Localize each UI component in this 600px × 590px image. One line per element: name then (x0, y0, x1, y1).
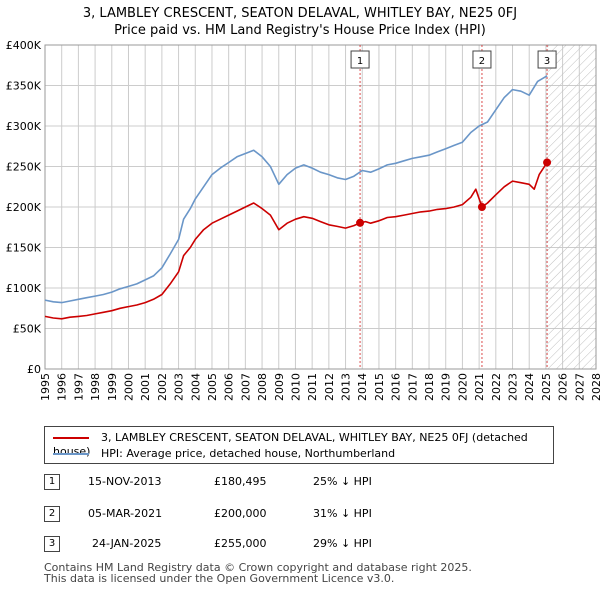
transaction-markers: 1 2 3 (350, 50, 557, 227)
row-number-badge: 3 (44, 536, 60, 552)
x-axis: 1995 1996 1997 1998 1999 2000 2001 2002 2003 2004… (39, 373, 600, 401)
sale-point (356, 218, 365, 227)
marker-label: 2 (479, 56, 485, 67)
x-tick-label: 2025 (540, 373, 553, 401)
table-row: 2 05-MAR-2021 £200,000 31% ↓ HPI (44, 506, 564, 522)
marker-box (472, 50, 492, 69)
footer-copyright: Contains HM Land Registry data © Crown c… (44, 561, 472, 574)
x-tick-label: 2001 (139, 373, 152, 401)
y-tick-label: £350K (6, 80, 42, 93)
x-tick-label: 2028 (590, 373, 600, 401)
chart-title: 3, LAMBLEY CRESCENT, SEATON DELAVAL, WHI… (0, 5, 600, 39)
row-hpi-diff: 25% ↓ HPI (313, 475, 372, 488)
x-tick-label: 1998 (89, 373, 102, 401)
marker-label: 1 (357, 56, 363, 67)
legend-swatch-blue (53, 453, 89, 455)
marker-box (350, 50, 370, 69)
row-hpi-diff: 29% ↓ HPI (313, 537, 372, 550)
x-tick-label: 2003 (173, 373, 186, 401)
x-tick-label: 2006 (223, 373, 236, 401)
x-tick-label: 2019 (440, 373, 453, 401)
marker-box (537, 50, 557, 69)
legend-label-hpi: HPI: Average price, detached house, Nort… (101, 447, 396, 460)
row-date: 05-MAR-2021 (88, 507, 163, 520)
row-date: 24-JAN-2025 (92, 537, 162, 550)
y-tick-label: £100K (6, 282, 42, 295)
x-tick-label: 2014 (356, 373, 369, 401)
x-tick-label: 2026 (557, 373, 570, 401)
y-tick-label: £400K (6, 39, 42, 52)
row-number-badge: 1 (44, 474, 60, 490)
x-tick-label: 2005 (206, 373, 219, 401)
sale-point (477, 203, 486, 211)
footer-licence: This data is licensed under the Open Gov… (44, 572, 395, 585)
title-line-1: 3, LAMBLEY CRESCENT, SEATON DELAVAL, WHI… (82, 6, 518, 21)
x-tick-label: 2004 (189, 373, 202, 401)
x-tick-label: 2017 (406, 373, 419, 401)
x-tick-label: 2013 (340, 373, 353, 401)
x-tick-label: 2016 (390, 373, 403, 401)
legend-item-property: 3, LAMBLEY CRESCENT, SEATON DELAVAL, WHI… (53, 431, 553, 458)
footer: Contains HM Land Registry data © Crown c… (44, 562, 472, 584)
table-row: 3 24-JAN-2025 £255,000 29% ↓ HPI (44, 536, 564, 552)
y-tick-label: £50K (13, 323, 42, 336)
x-tick-label: 2011 (306, 373, 319, 401)
x-tick-label: 2020 (456, 373, 469, 401)
sale-point (543, 158, 552, 167)
row-date: 15-NOV-2013 (88, 475, 162, 488)
series-lines (44, 75, 548, 320)
x-tick-label: 2002 (156, 373, 169, 401)
table-row: 1 15-NOV-2013 £180,495 25% ↓ HPI (44, 474, 564, 490)
price-chart: £0 £50K £100K £150K £200K £250K £300K £350K £400… (6, 39, 600, 401)
y-axis: £0 £50K £100K £150K £200K £250K £300K £350K £400… (6, 39, 42, 376)
future-shade (547, 45, 596, 369)
future-hatch (547, 45, 596, 369)
x-tick-label: 1996 (56, 373, 69, 401)
plot-border (44, 44, 597, 370)
marker-label: 3 (544, 56, 550, 67)
row-price: £180,495 (214, 475, 267, 488)
x-tick-label: 1997 (72, 373, 85, 401)
x-tick-label: 2023 (507, 373, 520, 401)
legend-item-hpi: HPI: Average price, detached house, Nort… (53, 447, 395, 461)
y-tick-label: £0 (27, 363, 41, 376)
property-price-line (44, 162, 548, 320)
legend-swatch-red (53, 437, 89, 439)
hpi-line (44, 75, 548, 304)
y-tick-label: £200K (6, 201, 42, 214)
x-tick-label: 2000 (122, 373, 135, 401)
x-tick-label: 1995 (39, 373, 52, 401)
row-number-badge: 2 (44, 506, 60, 522)
x-tick-label: 2018 (423, 373, 436, 401)
x-tick-label: 2027 (573, 373, 586, 401)
x-tick-label: 2009 (273, 373, 286, 401)
x-tick-label: 1999 (106, 373, 119, 401)
x-tick-label: 2007 (239, 373, 252, 401)
x-tick-label: 2010 (289, 373, 302, 401)
x-tick-label: 2015 (373, 373, 386, 401)
x-tick-label: 2024 (523, 373, 536, 401)
title-line-2: Price paid vs. HM Land Registry's House … (114, 23, 486, 38)
plot-frame (44, 44, 597, 370)
legend: 3, LAMBLEY CRESCENT, SEATON DELAVAL, WHI… (44, 426, 554, 464)
y-tick-label: £150K (6, 242, 42, 255)
x-tick-label: 2021 (473, 373, 486, 401)
x-tick-label: 2012 (323, 373, 336, 401)
row-hpi-diff: 31% ↓ HPI (313, 507, 372, 520)
y-tick-label: £250K (6, 161, 42, 174)
y-tick-label: £300K (6, 120, 42, 133)
row-price: £200,000 (214, 507, 267, 520)
x-tick-label: 2022 (490, 373, 503, 401)
row-price: £255,000 (214, 537, 267, 550)
x-tick-label: 2008 (256, 373, 269, 401)
chart-grid (44, 44, 597, 370)
